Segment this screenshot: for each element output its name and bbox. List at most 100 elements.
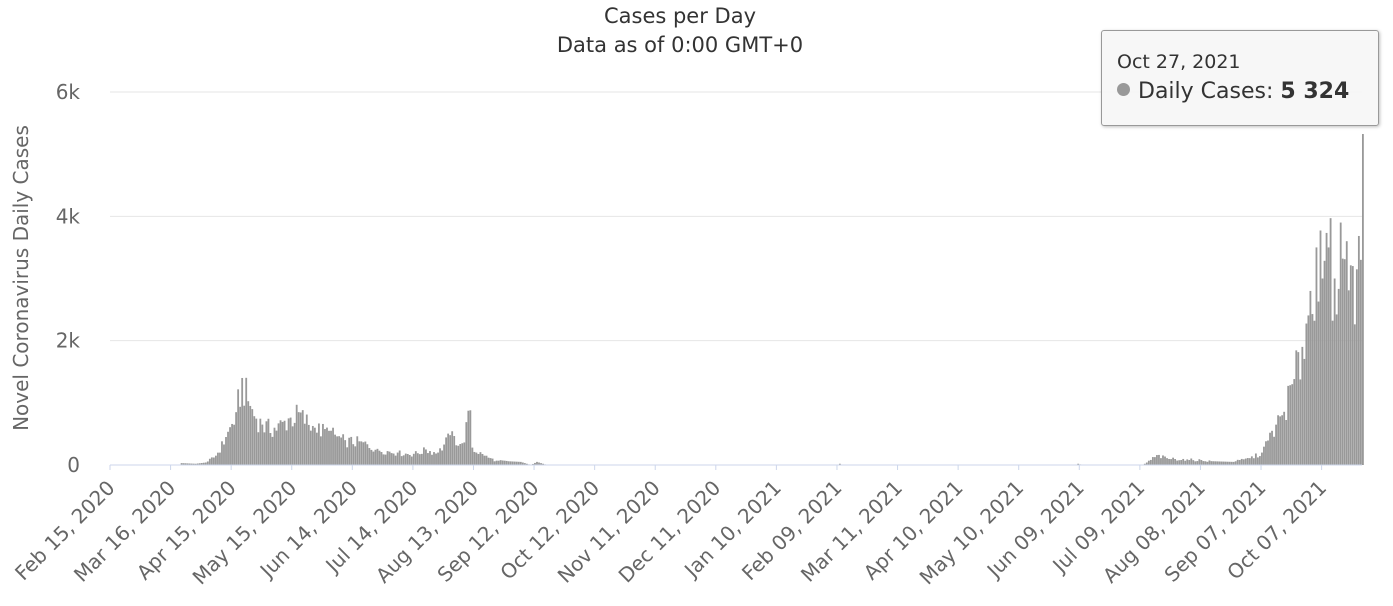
bar[interactable] (1267, 440, 1269, 465)
bar[interactable] (473, 451, 476, 465)
bar[interactable] (263, 432, 266, 465)
bar[interactable] (451, 431, 454, 465)
bar[interactable] (245, 377, 248, 465)
bar[interactable] (457, 445, 460, 465)
bar[interactable] (338, 436, 341, 465)
bar[interactable] (505, 460, 508, 465)
bar[interactable] (521, 462, 524, 465)
bar[interactable] (1218, 461, 1221, 465)
bar[interactable] (309, 430, 312, 465)
bar[interactable] (416, 453, 419, 465)
bar[interactable] (200, 463, 203, 465)
bar[interactable] (1335, 314, 1338, 465)
bar[interactable] (1325, 232, 1328, 465)
bar[interactable] (342, 434, 345, 465)
bar[interactable] (287, 418, 290, 466)
bar[interactable] (1160, 458, 1162, 465)
bar[interactable] (1269, 432, 1271, 465)
bar[interactable] (1293, 379, 1296, 465)
bar[interactable] (291, 426, 294, 465)
bar[interactable] (295, 404, 298, 465)
bar[interactable] (279, 420, 282, 465)
bar[interactable] (210, 457, 213, 465)
bar[interactable] (208, 458, 211, 465)
bar[interactable] (223, 444, 225, 465)
bar[interactable] (1305, 323, 1308, 465)
bar[interactable] (1246, 458, 1249, 465)
bar[interactable] (243, 405, 246, 465)
bar[interactable] (1351, 266, 1354, 465)
bar[interactable] (1252, 458, 1255, 465)
bar[interactable] (225, 437, 227, 465)
bar[interactable] (1273, 436, 1275, 465)
bar[interactable] (368, 448, 371, 465)
bar[interactable] (277, 423, 280, 465)
bar[interactable] (1172, 457, 1174, 465)
bar[interactable] (404, 453, 407, 465)
bar[interactable] (1168, 458, 1170, 465)
bar[interactable] (408, 454, 411, 465)
bar[interactable] (1261, 452, 1263, 465)
bar[interactable] (1212, 461, 1215, 465)
bar[interactable] (485, 455, 488, 465)
bar[interactable] (412, 453, 415, 465)
bar[interactable] (1329, 218, 1332, 465)
bar[interactable] (447, 433, 450, 465)
bar[interactable] (471, 447, 474, 465)
bar[interactable] (360, 441, 363, 465)
bar[interactable] (1194, 461, 1197, 465)
bar[interactable] (1263, 446, 1265, 465)
bar[interactable] (346, 447, 349, 465)
bar[interactable] (188, 463, 191, 465)
bar[interactable] (206, 461, 209, 465)
bar[interactable] (328, 430, 330, 465)
bar[interactable] (420, 453, 423, 465)
bar[interactable] (1198, 459, 1201, 465)
bar[interactable] (515, 461, 518, 465)
bar[interactable] (1196, 461, 1199, 465)
bar[interactable] (493, 461, 496, 465)
bar[interactable] (509, 461, 512, 465)
bar[interactable] (1250, 456, 1253, 465)
bar[interactable] (1166, 458, 1168, 465)
bar[interactable] (247, 401, 250, 465)
bars[interactable] (180, 134, 1364, 466)
bar[interactable] (437, 452, 439, 465)
bar[interactable] (1355, 269, 1358, 465)
bar[interactable] (441, 450, 443, 465)
bar[interactable] (186, 463, 189, 465)
bar[interactable] (253, 416, 256, 465)
bar[interactable] (414, 451, 417, 465)
bar[interactable] (1154, 457, 1156, 465)
bar[interactable] (489, 458, 492, 465)
bar[interactable] (182, 463, 185, 465)
bar[interactable] (418, 454, 421, 465)
bar[interactable] (370, 449, 373, 465)
bar[interactable] (241, 377, 244, 465)
bar[interactable] (1151, 457, 1154, 465)
bar[interactable] (1307, 315, 1310, 465)
bar[interactable] (396, 452, 399, 465)
bar[interactable] (289, 417, 292, 465)
bar[interactable] (380, 452, 383, 465)
bar[interactable] (283, 420, 286, 465)
bar[interactable] (378, 450, 381, 465)
bar[interactable] (423, 447, 425, 465)
bar[interactable] (1343, 259, 1346, 465)
bar[interactable] (1232, 461, 1235, 465)
bar[interactable] (497, 460, 500, 465)
bar[interactable] (259, 418, 262, 465)
bar[interactable] (1184, 460, 1187, 465)
bar[interactable] (499, 460, 502, 465)
bar[interactable] (511, 461, 514, 465)
bar[interactable] (198, 463, 201, 465)
bar[interactable] (453, 436, 456, 465)
bar[interactable] (184, 463, 187, 465)
bar[interactable] (1190, 458, 1193, 466)
bar[interactable] (390, 453, 393, 465)
bar[interactable] (249, 405, 252, 465)
bar[interactable] (1077, 463, 1080, 465)
bar[interactable] (281, 421, 284, 465)
bar[interactable] (455, 445, 458, 465)
bar[interactable] (425, 449, 427, 465)
